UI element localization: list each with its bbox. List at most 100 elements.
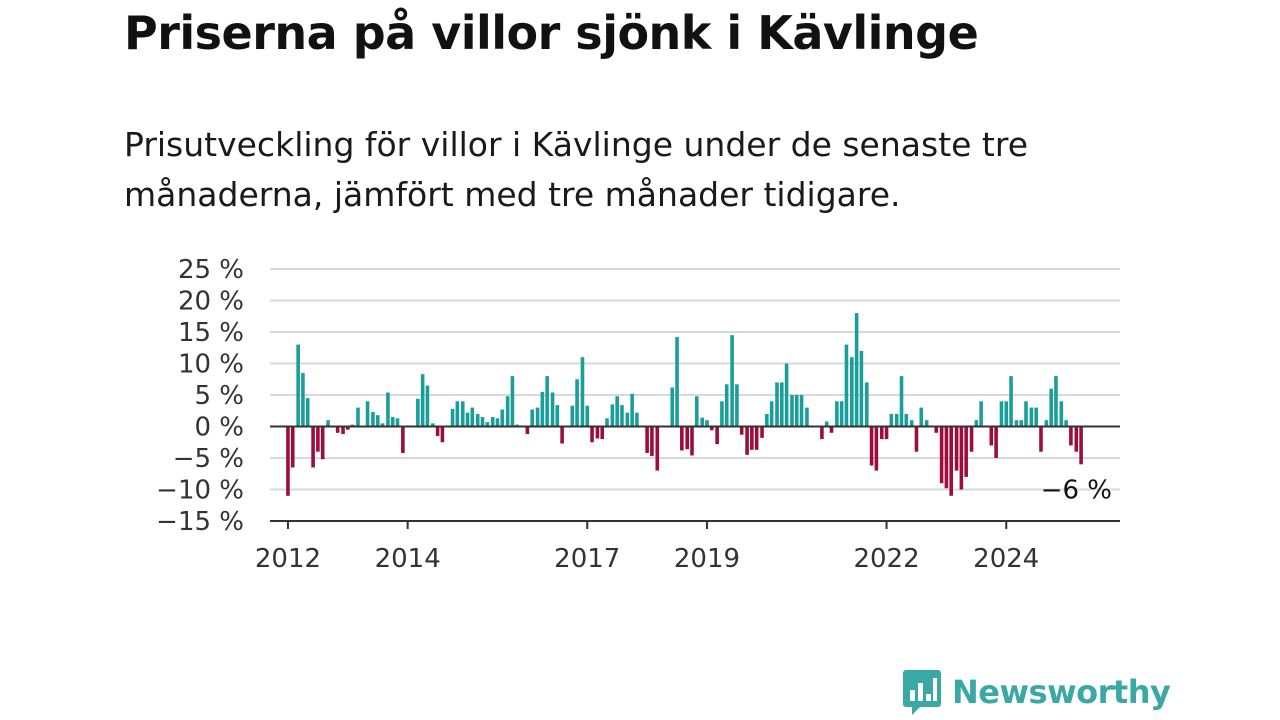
y-tick-label: 20 % (178, 287, 244, 317)
bar (1039, 426, 1043, 452)
bar (305, 398, 310, 427)
bar (326, 420, 330, 427)
bar (470, 407, 475, 427)
bar (450, 408, 455, 427)
bar (745, 426, 749, 455)
bar (739, 426, 744, 435)
y-tick-label: 10 % (178, 350, 244, 380)
bar (1019, 420, 1024, 427)
bar (510, 376, 515, 427)
bar (525, 426, 530, 435)
bar (750, 426, 754, 450)
brand-name: Newsworthy (952, 673, 1171, 711)
x-tick-label: 2012 (255, 544, 321, 574)
bar (700, 417, 704, 427)
bar (850, 357, 854, 427)
bar (904, 413, 909, 427)
bar (440, 426, 445, 443)
bar (365, 401, 370, 427)
bar (1079, 426, 1083, 465)
bar (316, 426, 320, 452)
bar (680, 426, 684, 451)
bar (969, 426, 974, 452)
y-tick-label: −10 % (156, 476, 244, 506)
x-tick-label: 2017 (554, 544, 620, 574)
y-tick-label: 15 % (178, 318, 244, 348)
grid-lines (270, 268, 1120, 491)
bar (655, 426, 660, 471)
bar (1069, 426, 1073, 446)
bar (490, 417, 495, 427)
x-tick-label: 2014 (375, 544, 441, 574)
y-tick-label: 25 % (178, 255, 244, 285)
bar (540, 391, 545, 427)
bar (919, 407, 924, 427)
bar (790, 395, 794, 427)
bar (835, 401, 839, 427)
bar (590, 426, 594, 443)
bar (760, 426, 764, 438)
bar (480, 417, 485, 427)
bar (505, 396, 510, 427)
bar (296, 344, 300, 427)
bar (705, 420, 709, 427)
bar (854, 313, 859, 427)
bar (645, 426, 649, 453)
x-axis: 2012 2014 2017 2019 2022 2024 (255, 520, 1120, 574)
x-tick-label: 2022 (853, 544, 919, 574)
bar (884, 426, 889, 440)
bar (1029, 407, 1034, 427)
bar (335, 426, 340, 433)
bar (784, 363, 789, 427)
bar (939, 426, 944, 484)
bar (341, 426, 345, 435)
bar (730, 335, 734, 427)
bar (799, 395, 804, 427)
bar (754, 426, 759, 450)
brand-logo: Newsworthy (902, 668, 1171, 716)
bar (1074, 426, 1079, 452)
bar (416, 398, 420, 427)
bar (625, 412, 630, 427)
bar (475, 413, 480, 427)
bar (650, 426, 654, 457)
y-tick-label: 5 % (194, 381, 244, 411)
bar (909, 420, 914, 427)
bar (954, 426, 959, 471)
bar (1054, 376, 1058, 427)
bar (535, 407, 540, 427)
bar (1059, 401, 1064, 427)
bar (859, 350, 864, 427)
bar (610, 404, 615, 427)
bar (805, 407, 809, 427)
bar (720, 401, 724, 427)
bar (979, 401, 983, 427)
chart-subtitle: Prisutveckling för villor i Kävlinge und… (124, 125, 1029, 214)
bar (320, 426, 325, 460)
bar (944, 426, 949, 489)
bar (1034, 407, 1038, 427)
bar (555, 405, 560, 427)
bar (1049, 388, 1053, 427)
bar (500, 409, 505, 427)
y-tick-label: 0 % (194, 413, 244, 443)
bar (431, 423, 435, 427)
x-tick-label: 2019 (674, 544, 740, 574)
bars (270, 313, 1120, 496)
bar (371, 412, 375, 427)
y-tick-label: −5 % (173, 444, 244, 474)
bar (585, 405, 590, 427)
y-tick-label: −15 % (156, 507, 244, 537)
bar (301, 372, 305, 427)
bar (824, 421, 829, 427)
bar (1014, 420, 1019, 427)
bar (959, 426, 964, 490)
bar (889, 413, 894, 427)
bar (1024, 401, 1028, 427)
bar (964, 426, 968, 477)
bar (580, 357, 585, 427)
bar (690, 426, 694, 456)
bar (914, 426, 919, 452)
bar (879, 426, 884, 440)
